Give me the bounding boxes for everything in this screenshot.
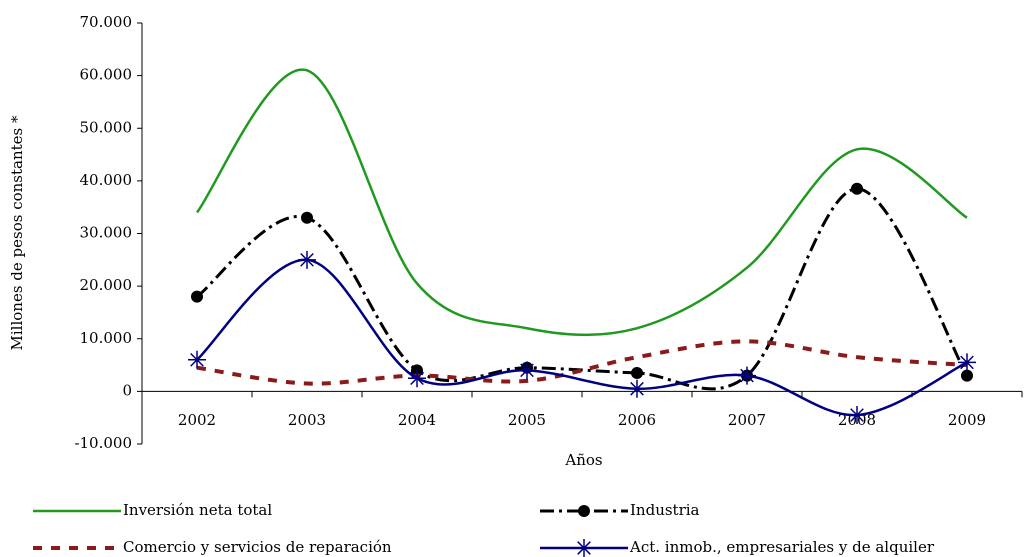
x-tick-label: 2004 <box>398 411 436 429</box>
legend-label: Act. inmob., empresariales y de alquiler <box>629 538 935 556</box>
x-tick-label: 2005 <box>508 411 546 429</box>
marker <box>848 406 866 425</box>
y-tick-label: 70.000 <box>80 13 133 31</box>
series-line <box>196 339 968 386</box>
marker <box>961 369 973 382</box>
marker <box>628 379 646 398</box>
marker <box>408 369 426 388</box>
marker <box>188 350 206 369</box>
x-tick-label: 2003 <box>288 411 326 429</box>
legend-label: Inversión neta total <box>123 501 272 519</box>
marker <box>575 539 593 557</box>
y-tick-label: 0 <box>122 381 132 399</box>
marker <box>851 182 863 195</box>
series-line <box>196 68 968 337</box>
marker <box>958 353 976 372</box>
x-tick-label: 2007 <box>728 411 766 429</box>
marker <box>578 505 590 517</box>
marker <box>191 290 203 303</box>
legend-label: Comercio y servicios de reparación <box>123 538 392 556</box>
y-tick-label: 10.000 <box>80 329 133 347</box>
series-line <box>196 258 968 417</box>
legend-label: Industria <box>630 501 700 519</box>
x-tick-label: 2006 <box>618 411 656 429</box>
y-tick-label: -10.000 <box>74 434 132 452</box>
x-axis-label: Años <box>564 451 602 469</box>
marker <box>738 366 756 385</box>
y-tick-label: 60.000 <box>80 66 133 84</box>
series-line <box>196 187 969 391</box>
y-tick-label: 50.000 <box>80 118 133 136</box>
marker <box>298 250 316 269</box>
marker <box>518 361 536 380</box>
x-tick-label: 2002 <box>178 411 216 429</box>
y-tick-label: 40.000 <box>80 171 133 189</box>
y-axis-label: Millones de pesos constantes * <box>8 115 26 350</box>
x-tick-label: 2009 <box>948 411 986 429</box>
marker <box>301 211 313 224</box>
y-tick-label: 20.000 <box>80 276 133 294</box>
marker <box>631 366 643 379</box>
y-tick-label: 30.000 <box>80 224 133 242</box>
